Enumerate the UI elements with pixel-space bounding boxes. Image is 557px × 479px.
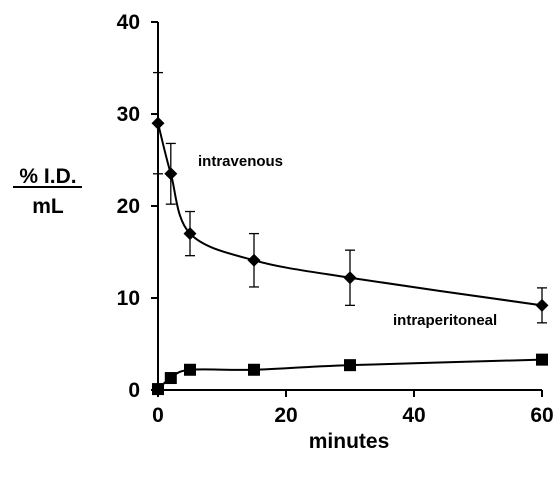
series-label-intraperitoneal: intraperitoneal <box>393 312 497 329</box>
x-tick-label: 0 <box>152 404 164 427</box>
data-point-square <box>184 363 196 376</box>
y-tick-label: 30 <box>117 103 140 126</box>
series-label-intravenous: intravenous <box>198 153 283 170</box>
y-tick-label: 20 <box>117 195 140 218</box>
data-point-square <box>152 383 164 396</box>
series-layer <box>151 71 549 396</box>
y-tick-label: 0 <box>128 379 140 402</box>
data-point-square <box>344 359 356 372</box>
y-axis-title-numerator: % I.D. <box>19 165 76 188</box>
x-axis-title: minutes <box>309 430 390 453</box>
data-point-diamond <box>183 227 197 241</box>
data-point-square <box>536 353 548 366</box>
data-point-diamond <box>164 167 178 181</box>
y-tick-label: 40 <box>117 11 140 34</box>
axes <box>157 22 542 391</box>
series-intravenous <box>151 71 549 324</box>
data-point-square <box>164 372 177 385</box>
y-tick-label: 10 <box>117 287 140 310</box>
y-axis-title-denominator: mL <box>32 195 64 218</box>
data-point-square <box>248 363 260 376</box>
data-point-diamond <box>247 253 261 267</box>
tick-labels: 0 10 20 30 40 0 20 40 60 <box>117 11 554 427</box>
ticks <box>151 21 543 397</box>
data-point-diamond <box>535 298 549 312</box>
x-tick-label: 40 <box>402 404 425 427</box>
x-tick-label: 60 <box>530 404 553 427</box>
x-tick-label: 20 <box>274 404 297 427</box>
data-point-diamond <box>343 271 357 285</box>
series-intraperitoneal <box>152 353 548 396</box>
data-point-diamond <box>151 116 165 130</box>
